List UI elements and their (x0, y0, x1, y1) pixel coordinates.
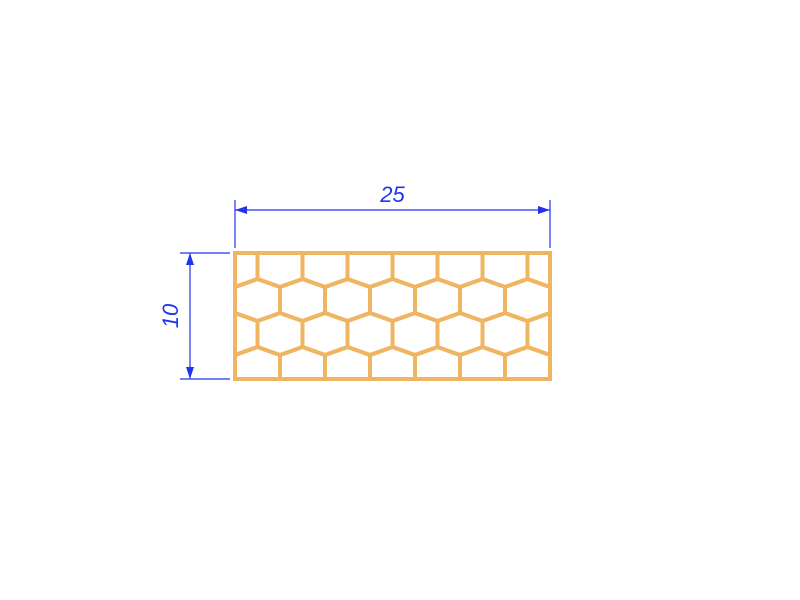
diagram-stage: 25 10 (0, 0, 800, 600)
dimension-label-width: 25 (379, 182, 405, 207)
dimension-label-height: 10 (158, 303, 183, 328)
profile-cross-section (190, 211, 595, 423)
technical-drawing: 25 10 (0, 0, 800, 600)
